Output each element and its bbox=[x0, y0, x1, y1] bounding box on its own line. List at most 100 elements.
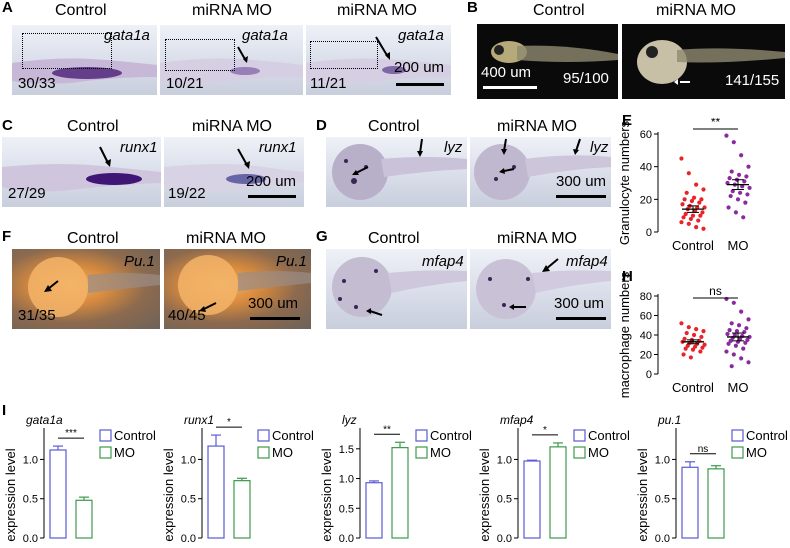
y-tick-label: 0.5 bbox=[181, 494, 196, 506]
embryo-graphic bbox=[28, 257, 160, 317]
data-point bbox=[698, 213, 703, 218]
data-point bbox=[741, 215, 746, 220]
scale-label: 300 um bbox=[556, 173, 607, 190]
gene-label: gata1a bbox=[104, 27, 150, 44]
data-point bbox=[732, 332, 737, 338]
data-point bbox=[734, 329, 740, 334]
gene-label: gata1a bbox=[242, 27, 288, 44]
y-tick-label: 20 bbox=[640, 350, 652, 362]
chart-title: gata1a bbox=[26, 414, 63, 427]
significance-label: ** bbox=[383, 424, 391, 435]
y-tick-label: 0.0 bbox=[339, 533, 354, 545]
scale-bar bbox=[396, 83, 444, 86]
data-point bbox=[696, 218, 701, 223]
panel-d-title-mo: miRNA MO bbox=[497, 118, 577, 135]
data-point bbox=[679, 220, 684, 225]
y-tick-label: 20 bbox=[640, 194, 652, 206]
data-point bbox=[701, 329, 706, 334]
region-box bbox=[165, 39, 235, 71]
data-point bbox=[742, 179, 747, 184]
ratio-label: 11/21 bbox=[310, 75, 347, 92]
legend-label: Control bbox=[272, 428, 314, 443]
legend-swatch bbox=[573, 446, 586, 459]
y-tick-label: 1.0 bbox=[23, 454, 38, 466]
panel-label-h: H bbox=[622, 268, 633, 285]
data-point bbox=[724, 133, 729, 138]
panel-b-title-mo: miRNA MO bbox=[656, 2, 736, 19]
data-point bbox=[682, 197, 687, 202]
larva-graphic bbox=[637, 40, 785, 85]
gene-label: Pu.1 bbox=[124, 253, 155, 270]
data-point bbox=[736, 172, 742, 177]
significance-label: * bbox=[227, 417, 231, 428]
gene-label: mfap4 bbox=[566, 253, 608, 270]
y-tick-label: 0.0 bbox=[655, 533, 670, 545]
data-point bbox=[681, 215, 686, 220]
ratio-label: 19/22 bbox=[168, 185, 206, 202]
bar bbox=[75, 499, 93, 539]
gene-label: runx1 bbox=[259, 139, 297, 156]
panel-b-title-control: Control bbox=[533, 2, 585, 19]
y-axis-label: expression level bbox=[635, 448, 650, 541]
data-point bbox=[746, 164, 751, 169]
y-axis-label: expression level bbox=[477, 448, 492, 541]
data-point bbox=[731, 352, 736, 357]
data-point bbox=[699, 334, 704, 340]
data-point bbox=[743, 340, 748, 345]
chart-i-1: gata1a 0.0 0.5 1.0 expression level *** Contro… bbox=[3, 414, 156, 545]
y-axis-label: expression level bbox=[161, 448, 176, 541]
panel-f-title-control: Control bbox=[67, 230, 119, 247]
embryo-graphic bbox=[476, 258, 611, 319]
scale-bar bbox=[483, 86, 537, 89]
y-tick-label: 0 bbox=[646, 227, 652, 239]
significance-label: ns bbox=[698, 444, 709, 455]
legend-swatch bbox=[257, 429, 270, 442]
panel-label-c: C bbox=[2, 117, 13, 134]
region-box bbox=[22, 33, 112, 69]
embryo-graphic bbox=[332, 138, 467, 200]
ratio-label: 95/100 bbox=[563, 70, 609, 87]
ratio-label: 30/33 bbox=[18, 75, 56, 92]
data-point bbox=[746, 360, 751, 365]
legend-swatch bbox=[415, 429, 428, 442]
bar bbox=[549, 446, 567, 539]
data-point bbox=[730, 189, 735, 194]
data-point bbox=[682, 336, 687, 341]
data-point bbox=[739, 356, 744, 361]
panel-d-title-control: Control bbox=[368, 118, 420, 135]
data-point bbox=[690, 213, 696, 218]
region-box bbox=[310, 41, 378, 69]
data-point bbox=[744, 326, 749, 331]
data-point bbox=[729, 321, 734, 326]
legend-label: Control bbox=[114, 428, 156, 443]
panel-label-g: G bbox=[316, 228, 328, 245]
data-point bbox=[689, 198, 695, 204]
data-point bbox=[686, 171, 691, 176]
scale-label: 300 um bbox=[554, 295, 605, 312]
panel-f-image-control: Pu.1 31/35 bbox=[12, 249, 160, 329]
data-point bbox=[679, 156, 684, 161]
chart-i-2: runx1 0.0 0.5 1.0 expression level * Control MO bbox=[161, 414, 314, 545]
y-tick-label: 0.5 bbox=[655, 494, 670, 506]
data-point bbox=[688, 216, 693, 222]
panel-g-image-control: mfap4 bbox=[326, 249, 467, 329]
y-axis-label: macrophage numbers bbox=[617, 271, 632, 398]
y-tick-label: 1.5 bbox=[339, 444, 354, 456]
panel-b-image-mo: 141/155 bbox=[622, 24, 785, 99]
significance-label: *** bbox=[65, 428, 77, 439]
panel-g-image-mo: mfap4 300 um bbox=[470, 249, 611, 329]
ratio-label: 31/35 bbox=[18, 307, 56, 324]
data-point bbox=[741, 346, 746, 351]
significance-label: * bbox=[543, 425, 547, 436]
y-tick-label: 40 bbox=[640, 330, 652, 342]
data-point bbox=[731, 300, 736, 305]
bar bbox=[365, 482, 383, 539]
data-point bbox=[733, 210, 738, 215]
scale-bar bbox=[556, 317, 606, 320]
data-point bbox=[684, 330, 689, 336]
bar bbox=[707, 468, 725, 539]
significance-label: ** bbox=[711, 118, 721, 129]
y-tick-label: 60 bbox=[640, 311, 652, 323]
y-tick-label: 1.0 bbox=[497, 454, 512, 466]
panel-a-title-control: Control bbox=[55, 2, 107, 19]
